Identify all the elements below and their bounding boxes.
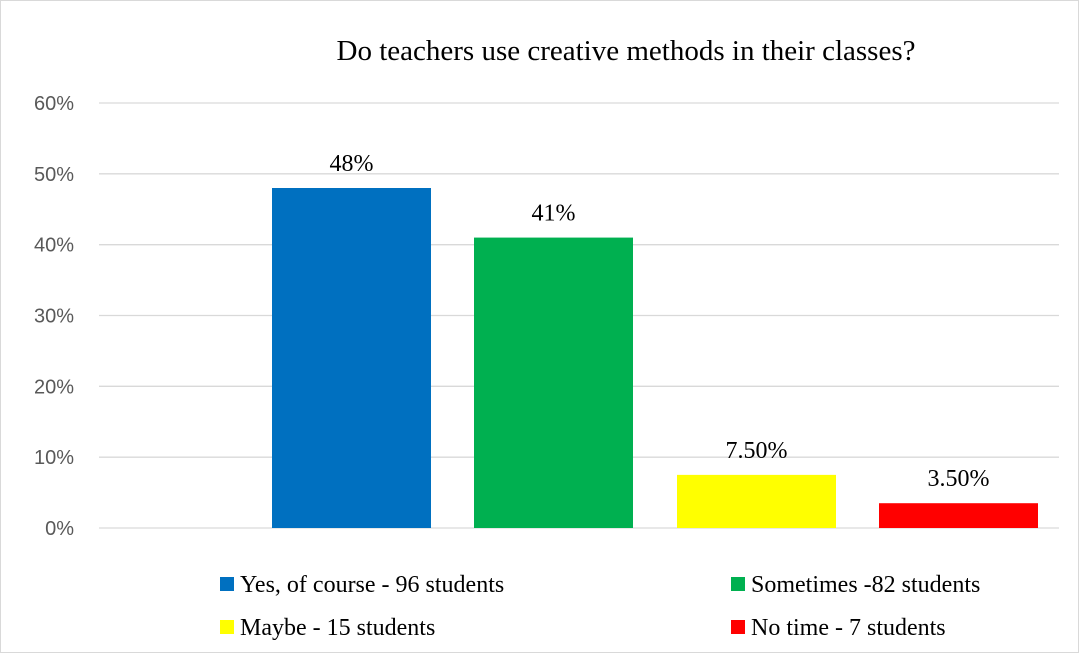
y-tick-label: 60%	[34, 93, 74, 115]
bars	[272, 188, 1038, 529]
legend-swatch	[220, 620, 234, 634]
y-tick-label: 50%	[34, 164, 74, 186]
bar	[272, 188, 431, 528]
y-tick-label: 0%	[45, 518, 74, 540]
legend: Yes, of course - 96 students Sometimes -8…	[220, 572, 980, 641]
y-axis-ticks: 0% 10% 20% 30% 40% 50% 60%	[34, 93, 74, 540]
legend-label: No time - 7 students	[751, 615, 946, 641]
y-tick-label: 30%	[34, 306, 74, 328]
y-tick-label: 20%	[34, 376, 74, 398]
data-label: 7.50%	[726, 438, 788, 464]
bar	[474, 237, 633, 529]
legend-label: Sometimes -82 students	[751, 572, 980, 598]
data-label: 48%	[330, 151, 374, 177]
y-tick-label: 40%	[34, 235, 74, 257]
legend-label: Maybe - 15 students	[240, 615, 435, 641]
data-labels: 48% 41% 7.50% 3.50%	[330, 151, 990, 492]
y-tick-label: 10%	[34, 447, 74, 469]
legend-swatch	[731, 577, 745, 591]
bar	[677, 474, 836, 528]
legend-swatch	[731, 620, 745, 634]
legend-swatch	[220, 577, 234, 591]
data-label: 3.50%	[928, 466, 990, 492]
data-label: 41%	[532, 201, 576, 227]
chart-title: Do teachers use creative methods in thei…	[337, 35, 916, 67]
bar	[879, 503, 1038, 528]
legend-label: Yes, of course - 96 students	[240, 572, 504, 598]
